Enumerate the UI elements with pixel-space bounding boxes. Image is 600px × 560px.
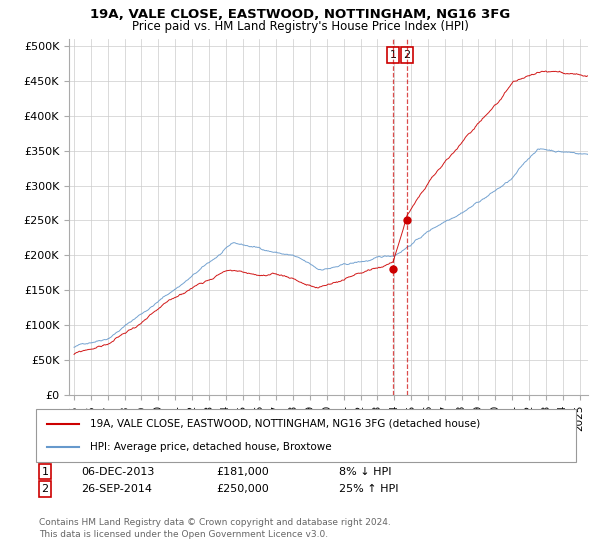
Text: 8% ↓ HPI: 8% ↓ HPI <box>339 466 391 477</box>
Text: 19A, VALE CLOSE, EASTWOOD, NOTTINGHAM, NG16 3FG (detached house): 19A, VALE CLOSE, EASTWOOD, NOTTINGHAM, N… <box>90 419 480 429</box>
Text: 1: 1 <box>41 466 49 477</box>
Text: £250,000: £250,000 <box>216 484 269 494</box>
Text: 06-DEC-2013: 06-DEC-2013 <box>81 466 154 477</box>
Text: Price paid vs. HM Land Registry's House Price Index (HPI): Price paid vs. HM Land Registry's House … <box>131 20 469 32</box>
Text: Contains HM Land Registry data © Crown copyright and database right 2024.
This d: Contains HM Land Registry data © Crown c… <box>39 518 391 539</box>
Text: 25% ↑ HPI: 25% ↑ HPI <box>339 484 398 494</box>
Text: 1: 1 <box>389 50 397 60</box>
Text: 26-SEP-2014: 26-SEP-2014 <box>81 484 152 494</box>
Text: 19A, VALE CLOSE, EASTWOOD, NOTTINGHAM, NG16 3FG: 19A, VALE CLOSE, EASTWOOD, NOTTINGHAM, N… <box>90 8 510 21</box>
Text: HPI: Average price, detached house, Broxtowe: HPI: Average price, detached house, Brox… <box>90 442 332 452</box>
FancyBboxPatch shape <box>36 409 576 462</box>
Text: £181,000: £181,000 <box>216 466 269 477</box>
Text: 2: 2 <box>403 50 410 60</box>
Text: 2: 2 <box>41 484 49 494</box>
